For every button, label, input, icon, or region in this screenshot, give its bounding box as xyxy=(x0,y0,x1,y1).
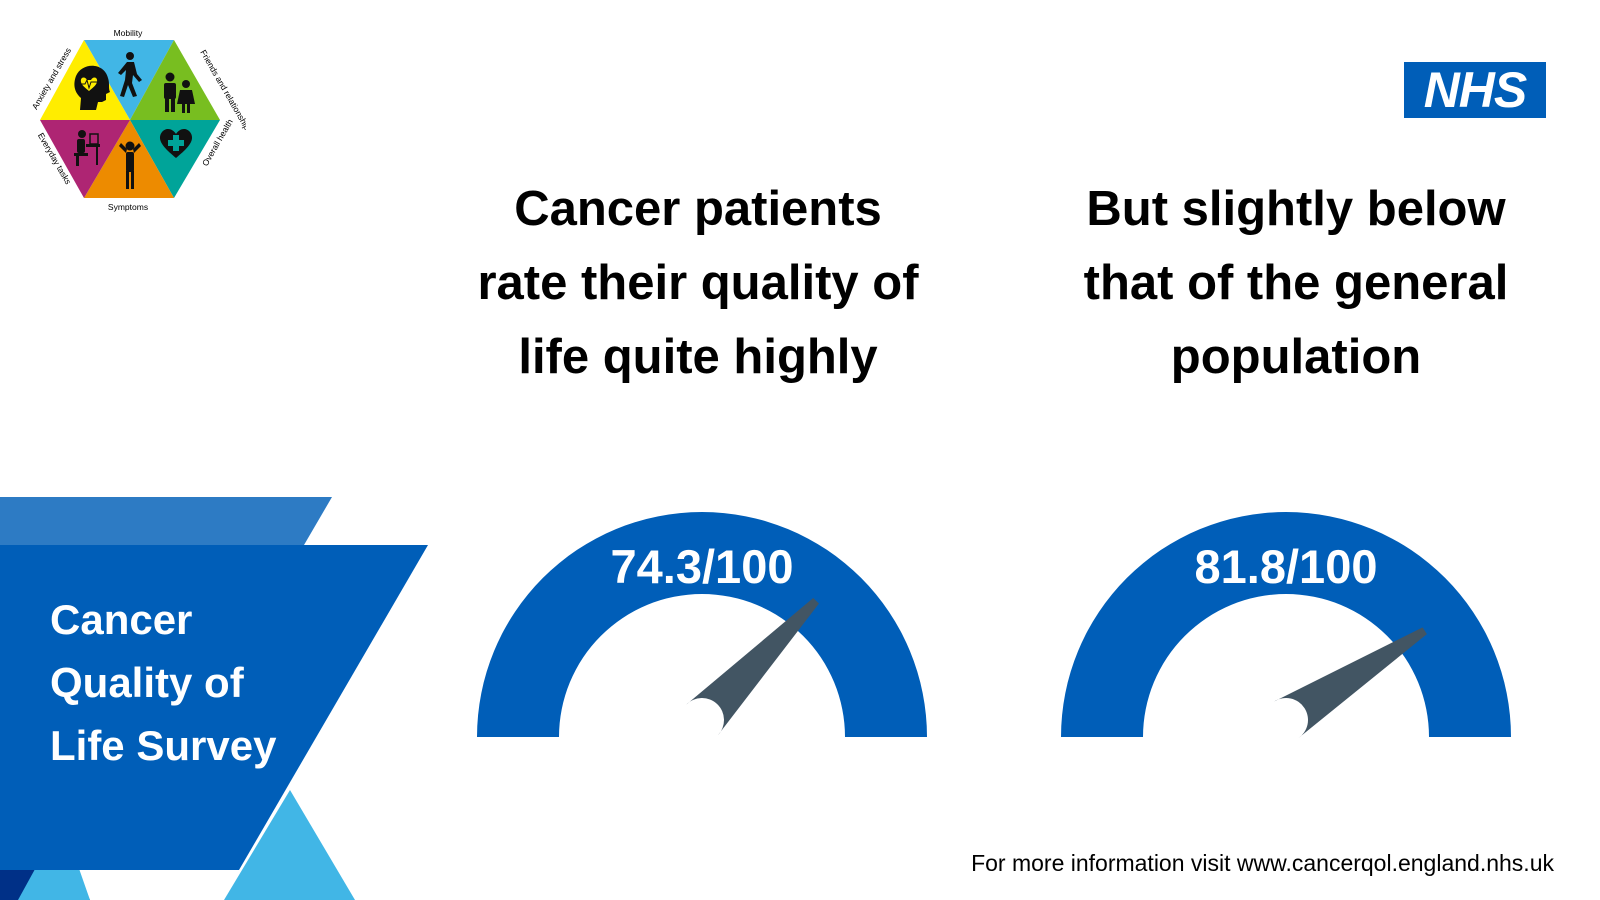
headline-left-line2: rate their quality of xyxy=(477,256,919,310)
headline-right-line2: that of the general xyxy=(1083,256,1509,310)
walking-person-icon xyxy=(118,52,142,97)
mobility-label: Mobility xyxy=(114,28,144,38)
light-blue-triangle-right xyxy=(224,790,355,900)
nhs-logo: NHS xyxy=(1404,62,1546,118)
gauge-arc xyxy=(477,512,927,737)
gauge-value-label: 81.8/100 xyxy=(1195,540,1378,593)
head-heartbeat-icon xyxy=(74,65,110,110)
heart-plus-icon xyxy=(159,128,193,158)
footer-info-text: For more information visit www.cancerqol… xyxy=(971,850,1554,876)
headline-right-line1: But slightly below xyxy=(1086,182,1506,236)
survey-title-line1: Cancer xyxy=(50,596,193,643)
headline-left-line3: life quite highly xyxy=(518,330,878,384)
gauge-arc xyxy=(1061,512,1511,737)
headline-right-line3: population xyxy=(1170,330,1422,384)
friends-segment xyxy=(130,40,220,120)
gauge-needle xyxy=(1274,627,1427,739)
family-icon xyxy=(164,72,195,113)
title-panel xyxy=(0,545,428,870)
quality-of-life-hexagon-logo: Mobility Friends and relationships Overa… xyxy=(30,28,246,212)
gauge-value-label: 74.3/100 xyxy=(611,540,794,593)
headline-right: But slightly below that of the general p… xyxy=(1042,172,1550,394)
headline-left: Cancer patients rate their quality of li… xyxy=(448,172,948,394)
person-at-desk-icon xyxy=(74,130,100,166)
symptoms-label: Symptoms xyxy=(108,202,148,212)
gauge-cancer-patients: 74.3/100 xyxy=(477,512,927,737)
person-pain-icon xyxy=(119,141,141,189)
everyday-tasks-segment xyxy=(40,120,130,198)
headline-left-line1: Cancer patients xyxy=(514,182,882,236)
gauge-needle xyxy=(686,598,819,736)
survey-title-line2: Quality of xyxy=(50,659,244,706)
nhs-logo-text: NHS xyxy=(1423,62,1528,118)
overall-health-segment xyxy=(130,120,220,198)
gauge-general-population: 81.8/100 xyxy=(1061,512,1511,739)
survey-title-line3: Life Survey xyxy=(50,722,277,769)
top-stripe xyxy=(0,497,332,545)
